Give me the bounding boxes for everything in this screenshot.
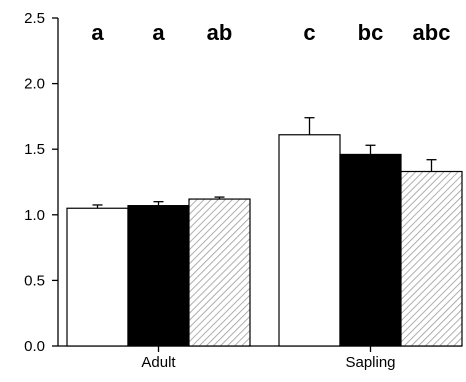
significance-label: abc [413, 20, 451, 45]
y-tick-label: 1.0 [24, 207, 45, 224]
significance-label: bc [358, 20, 384, 45]
x-category-label: Sapling [345, 354, 395, 371]
bar-sapling-3 [400, 170, 463, 347]
y-tick-label: 1.5 [24, 141, 45, 158]
significance-label: a [152, 20, 165, 45]
bar-adult-1 [66, 207, 129, 347]
y-tick-label: 0.5 [24, 272, 45, 289]
x-category-label: Adult [141, 354, 176, 371]
bar-sapling-2 [339, 153, 402, 347]
significance-label: c [303, 20, 315, 45]
significance-label: ab [207, 20, 233, 45]
significance-label: a [91, 20, 104, 45]
labels: a a ab Adult c bc abc Sapling [91, 20, 450, 371]
y-tick-label: 2.0 [24, 76, 45, 93]
bar-adult-2 [127, 205, 190, 347]
y-tick-label: 2.5 [24, 10, 45, 27]
y-tick-label: 0.0 [24, 338, 45, 355]
bar-sapling-1 [278, 134, 341, 347]
bars [66, 117, 463, 347]
bar-adult-3 [188, 198, 251, 347]
